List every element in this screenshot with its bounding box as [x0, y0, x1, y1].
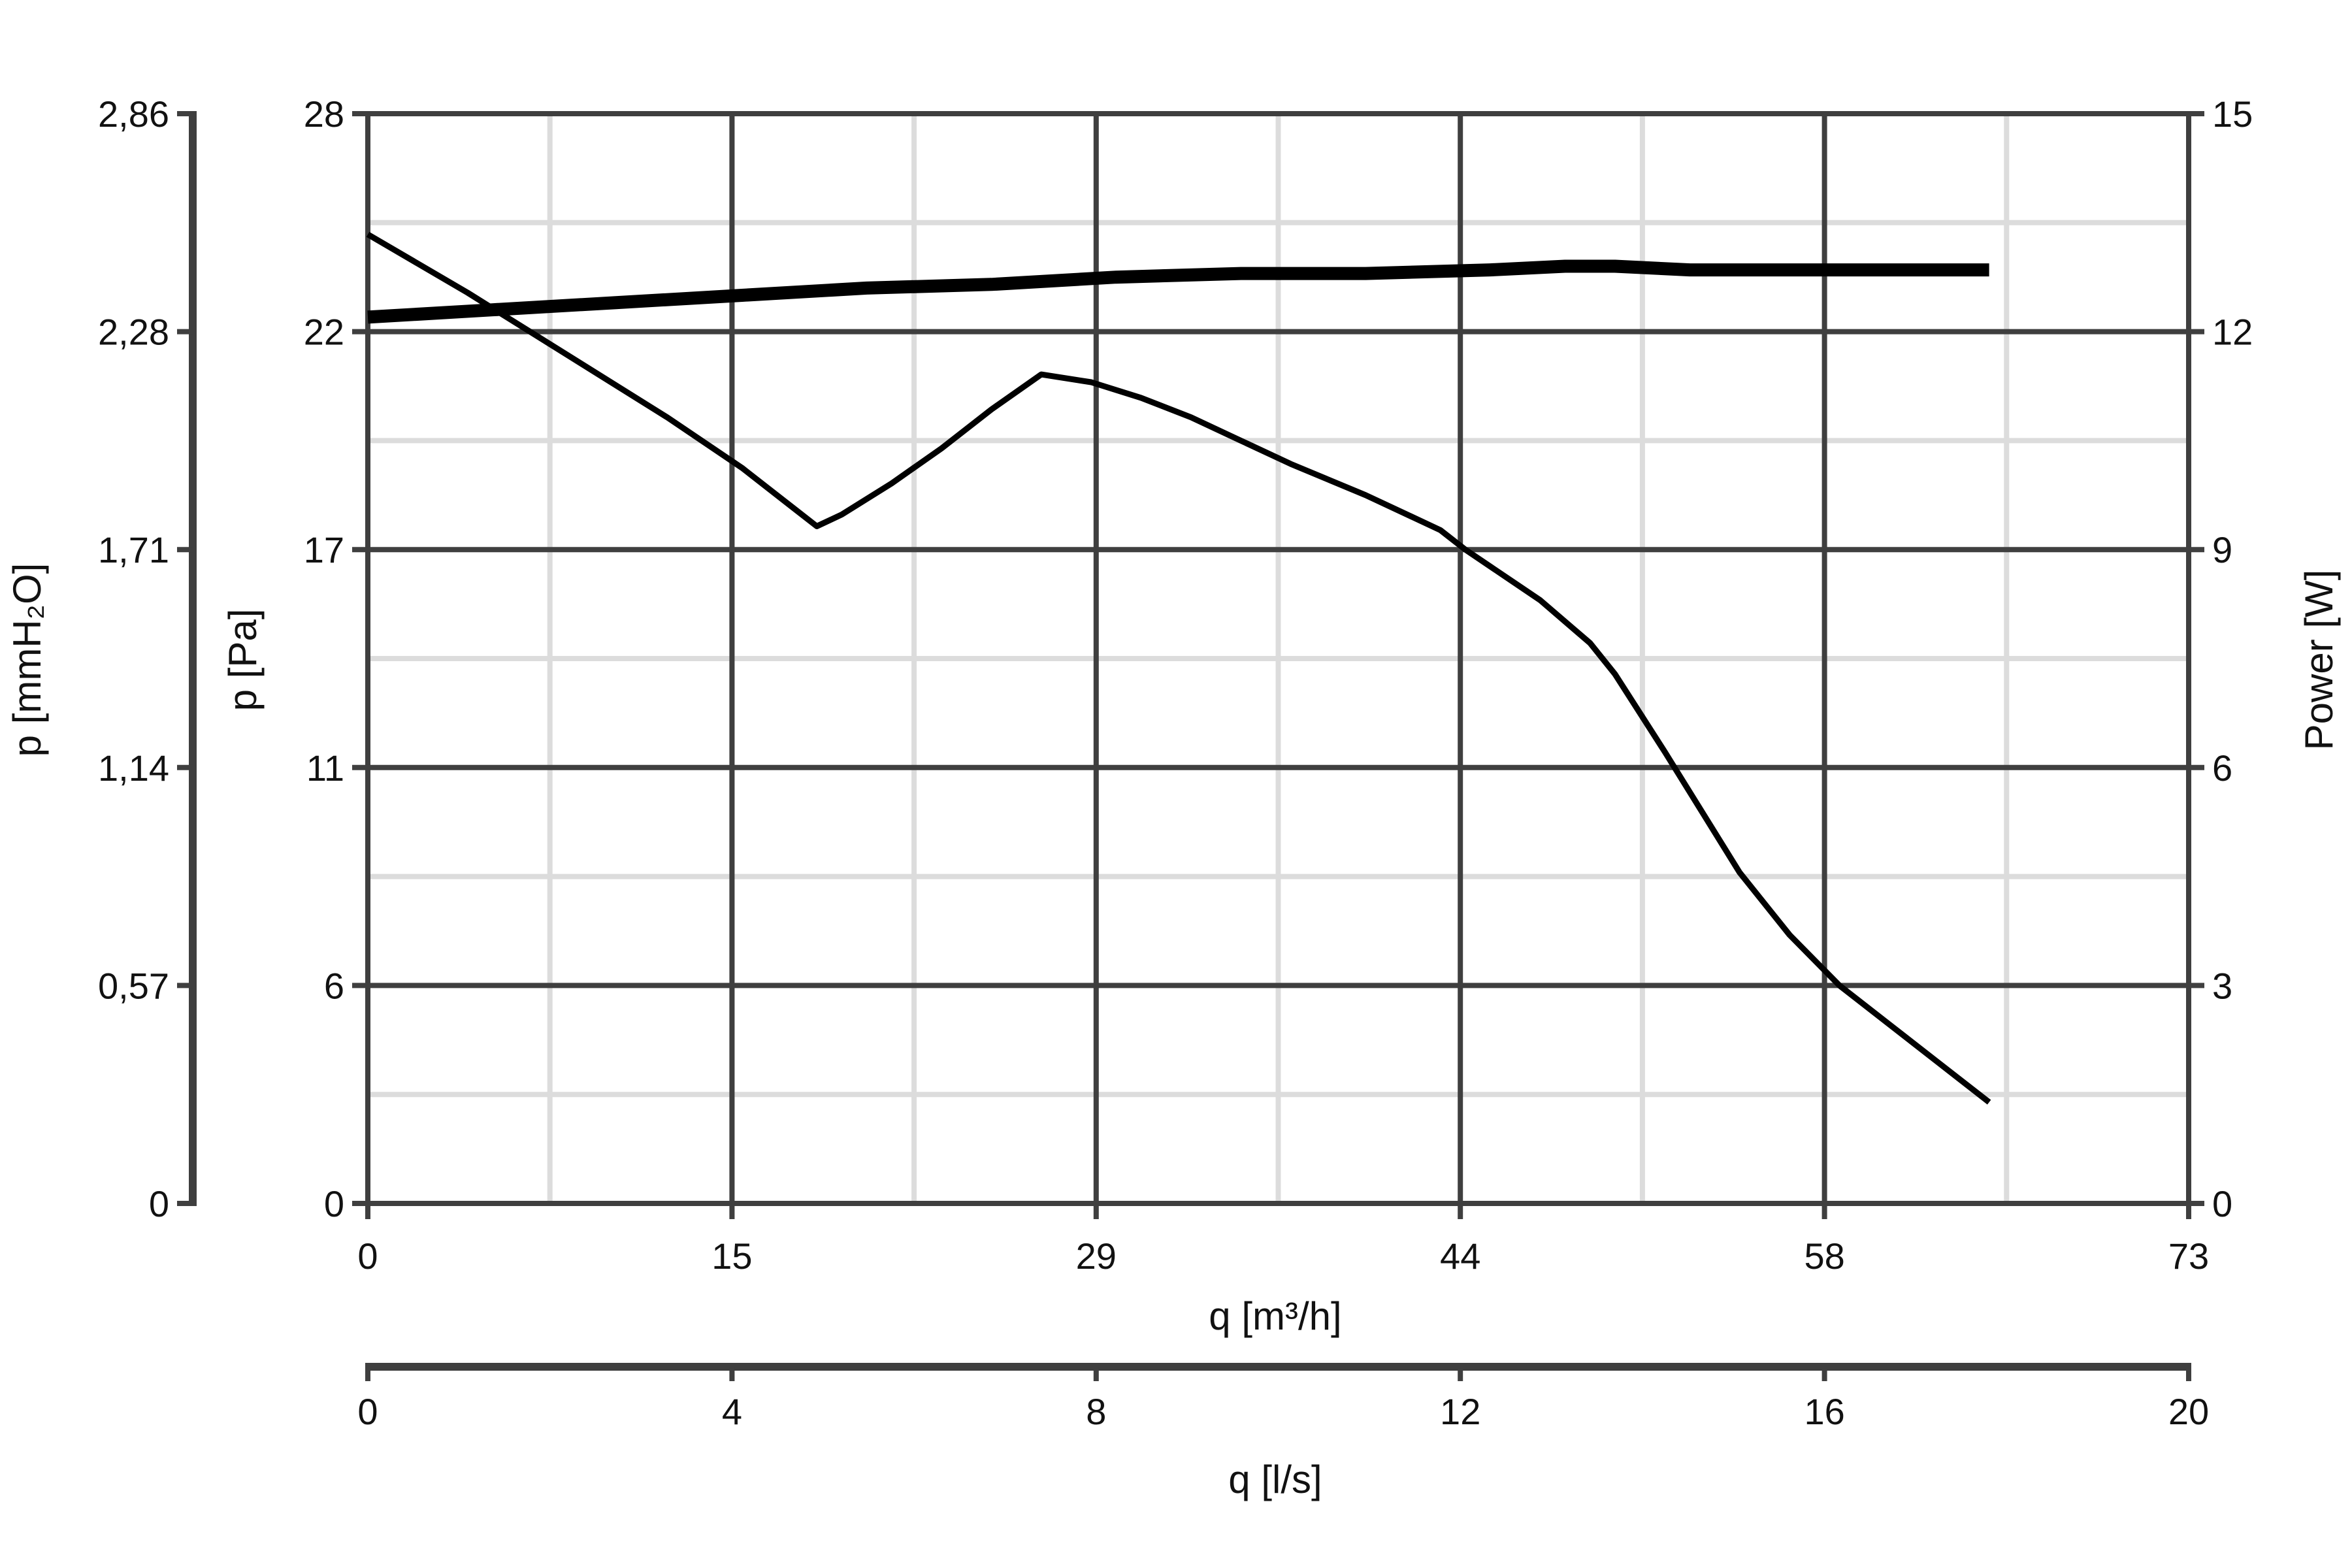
series-line-pressure: [366, 231, 1991, 1105]
y-outer-tick-label: 1,14: [98, 747, 169, 789]
x-primary-tick-label: 44: [1440, 1235, 1480, 1277]
series-line-power: [367, 259, 1989, 324]
x-primary-tick-label: 73: [2168, 1235, 2209, 1277]
x-primary-tick-label: 58: [1804, 1235, 1844, 1277]
major-gridlines: [365, 111, 2191, 1206]
x-secondary-tick-label: 12: [1440, 1391, 1480, 1432]
x-secondary-tick-label: 0: [357, 1391, 378, 1432]
minor-gridlines: [368, 114, 2189, 1203]
y-outer-tick-label: 0: [149, 1183, 169, 1224]
x-axis-title-m3h: q [m³/h]: [1209, 1294, 1341, 1338]
tick-labels: 0 0,57 1,14 1,71 2,28 2,86 0 4 8 12 16 20 0 15 29 44 58 7…: [98, 93, 2253, 1432]
y-axis-title-mmh2o: p [mmH₂O]: [5, 563, 49, 757]
x-secondary-tick-label: 8: [1086, 1391, 1106, 1432]
y-right-tick-label: 9: [2212, 529, 2232, 570]
series-layer: [366, 231, 1991, 1105]
y-right-tick-label: 12: [2212, 312, 2253, 353]
y-outer-tick-label: 2,86: [98, 93, 169, 135]
x-primary-tick-label: 15: [711, 1235, 752, 1277]
y-left-tick-label: 11: [306, 747, 344, 789]
y-outer-tick-label: 0,57: [98, 965, 169, 1006]
x-axis-title-ls: q [l/s]: [1228, 1458, 1322, 1501]
x-secondary-tick-label: 16: [1804, 1391, 1844, 1432]
y-outer-tick-label: 1,71: [98, 529, 169, 570]
y-right-tick-label: 3: [2212, 965, 2232, 1006]
y-left-tick-label: 28: [304, 93, 344, 135]
x-primary-tick-label: 29: [1076, 1235, 1117, 1277]
x-secondary-tick-label: 20: [2168, 1391, 2209, 1432]
y-left-tick-label: 6: [324, 965, 344, 1006]
axes: [177, 111, 2204, 1381]
y-right-tick-label: 6: [2212, 747, 2232, 789]
y-right-tick-label: 0: [2212, 1183, 2232, 1224]
x-primary-tick-label: 0: [357, 1235, 378, 1277]
x-secondary-tick-label: 4: [722, 1391, 742, 1432]
y-right-tick-label: 15: [2212, 93, 2253, 135]
y-axis-title-power: Power [W]: [2297, 570, 2341, 751]
y-axis-title-pa: p [Pa]: [221, 609, 265, 711]
y-outer-tick-label: 2,28: [98, 312, 169, 353]
y-left-tick-label: 17: [304, 529, 344, 570]
y-left-tick-label: 0: [324, 1183, 344, 1224]
y-left-tick-label: 22: [304, 312, 344, 353]
